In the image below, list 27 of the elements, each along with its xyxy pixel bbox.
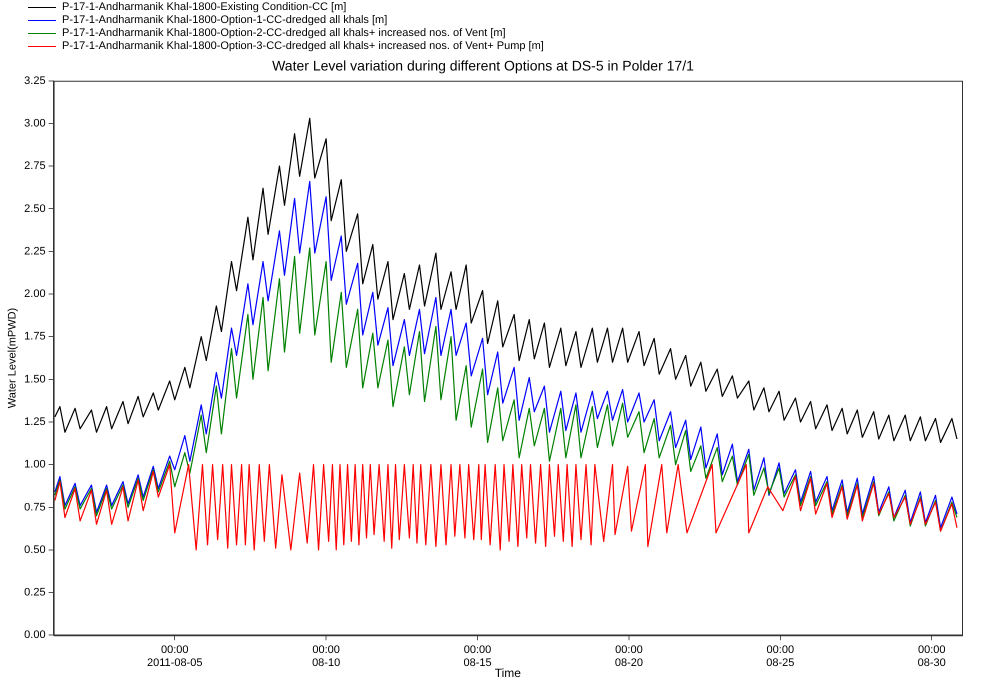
- y-tick-label: 2.00: [24, 288, 46, 300]
- x-tick-label: 00:00 2011-08-05: [147, 644, 202, 670]
- legend-label: P-17-1-Andharmanik Khal-1800-Existing Condition-CC [m]: [62, 1, 346, 14]
- y-tick-label: 3.25: [24, 74, 46, 87]
- y-tick-label: 1.25: [24, 416, 46, 428]
- y-tick-label: 1.50: [24, 373, 46, 386]
- legend-label: P-17-1-Andharmanik Khal-1800-Option-3-CC-dredged all khals+ increased nos. of Vent+ Pump [m]: [62, 40, 544, 53]
- y-tick-label: 0.00: [24, 629, 46, 642]
- x-tick-label: 00:00 08-20: [614, 644, 643, 670]
- y-tick-label: 2.25: [24, 245, 46, 258]
- legend-label: P-17-1-Andharmanik Khal-1800-Option-1-CC-dredged all khals [m]: [62, 14, 388, 27]
- x-tick-label: 00:00 08-25: [766, 644, 794, 670]
- y-tick-label: 1.00: [24, 458, 46, 471]
- x-tick-label: 00:00 08-15: [463, 644, 492, 670]
- chart-title: Water Level variation during different Options at DS-5 in Polder 17/1: [272, 57, 694, 74]
- x-tick-label: 00:00 08-10: [312, 644, 340, 670]
- y-axis-title: Water Level(mPWD): [6, 308, 19, 408]
- x-tick-label: 00:00 08-30: [918, 644, 946, 670]
- x-axis-title: Time: [494, 666, 522, 680]
- y-tick-label: 3.00: [24, 117, 46, 130]
- y-tick-label: 2.75: [24, 160, 46, 172]
- legend-label: P-17-1-Andharmanik Khal-1800-Option-2-CC-dredged all khals+ increased nos. of Vent [m]: [62, 27, 506, 40]
- y-tick-label: 1.75: [24, 330, 46, 343]
- y-tick-label: 2.50: [24, 202, 46, 215]
- y-tick-label: 0.25: [24, 586, 46, 599]
- y-tick-label: 0.75: [24, 501, 46, 514]
- y-tick-label: 0.50: [24, 544, 46, 556]
